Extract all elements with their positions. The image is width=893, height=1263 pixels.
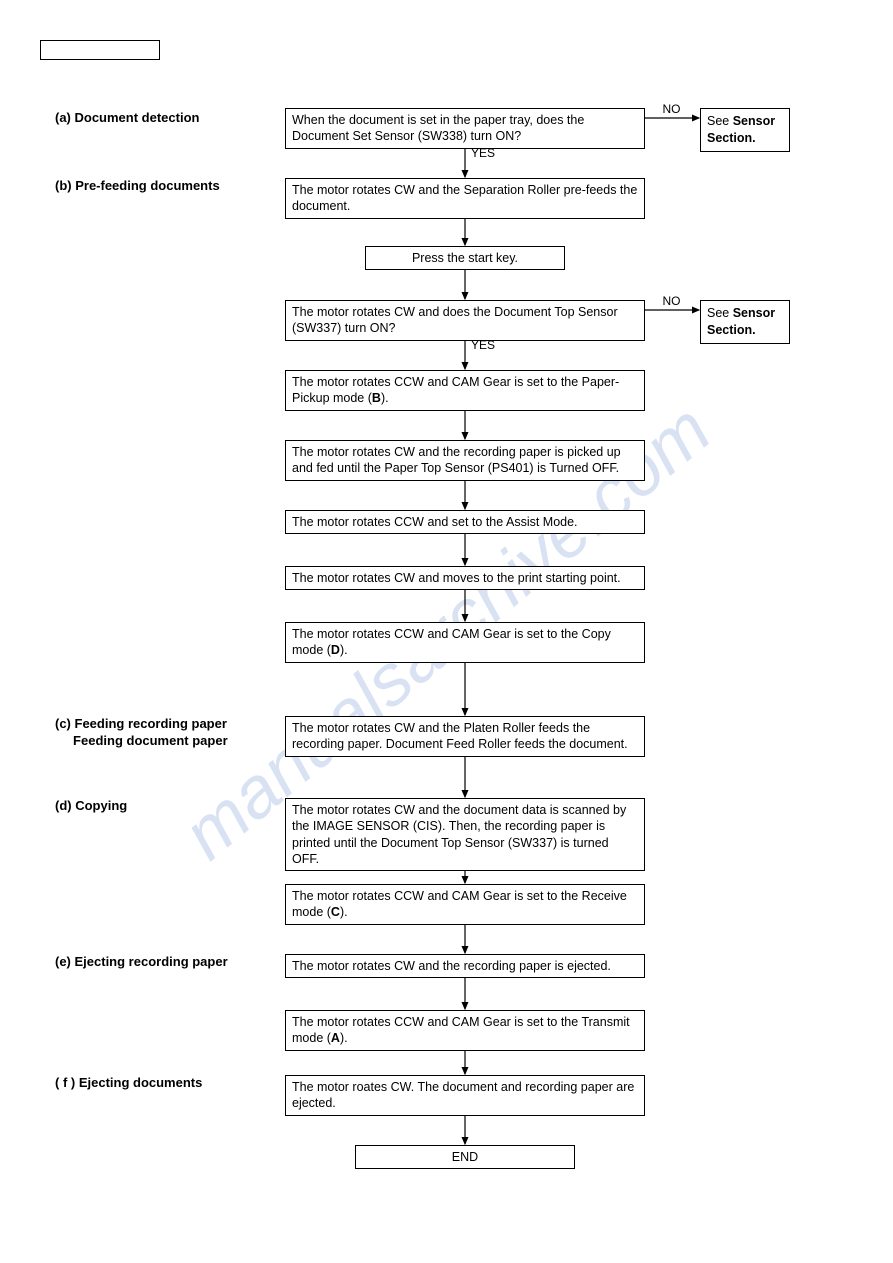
section-label-f: ( f ) Ejecting documents <box>55 1075 275 1092</box>
top-empty-box <box>40 40 160 60</box>
flow-node-n1: When the document is set in the paper tr… <box>285 108 645 149</box>
flow-node-n5: The motor rotates CW and the recording p… <box>285 440 645 481</box>
flow-node-n2: The motor rotates CW and the Separation … <box>285 178 645 219</box>
section-label-d: (d) Copying <box>55 798 275 815</box>
flow-node-n11: The motor rotates CCW and CAM Gear is se… <box>285 884 645 925</box>
flow-node-n13: The motor rotates CCW and CAM Gear is se… <box>285 1010 645 1051</box>
section-label-a: (a) Document detection <box>55 110 275 127</box>
flow-node-n6: The motor rotates CCW and set to the Ass… <box>285 510 645 534</box>
section-label-b: (b) Pre-feeding documents <box>55 178 275 195</box>
flow-node-n8: The motor rotates CCW and CAM Gear is se… <box>285 622 645 663</box>
flow-node-n9: The motor rotates CW and the Platen Roll… <box>285 716 645 757</box>
flow-node-n12: The motor rotates CW and the recording p… <box>285 954 645 978</box>
flow-node-n7: The motor rotates CW and moves to the pr… <box>285 566 645 590</box>
flow-node-n_start: Press the start key. <box>365 246 565 270</box>
edge-label-no: NO <box>663 294 681 308</box>
section-label-c: (c) Feeding recording paper Feeding docu… <box>55 716 275 750</box>
page-root: manualsarchive.com (a) Document detectio… <box>0 0 893 1263</box>
edge-label-yes: YES <box>471 146 495 160</box>
flow-node-n10: The motor rotates CW and the document da… <box>285 798 645 871</box>
flow-node-n3: The motor rotates CW and does the Docume… <box>285 300 645 341</box>
flow-node-n4: The motor rotates CCW and CAM Gear is se… <box>285 370 645 411</box>
section-label-e: (e) Ejecting recording paper <box>55 954 275 971</box>
edge-label-yes: YES <box>471 338 495 352</box>
edge-label-no: NO <box>663 102 681 116</box>
flow-node-n_end: END <box>355 1145 575 1169</box>
branch-box-b1: See Sensor Section. <box>700 108 790 152</box>
branch-box-b2: See Sensor Section. <box>700 300 790 344</box>
flow-node-n14: The motor roates CW. The document and re… <box>285 1075 645 1116</box>
